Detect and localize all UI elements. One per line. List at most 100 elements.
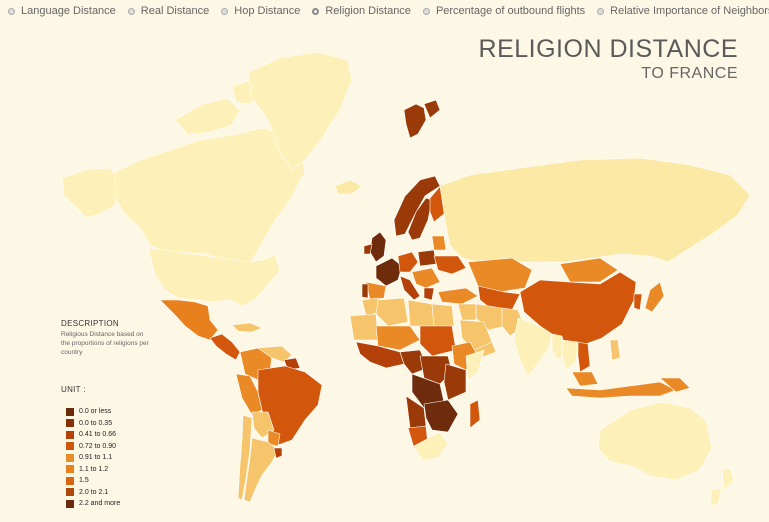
country-west-africa[interactable] [355, 341, 405, 369]
country-france[interactable] [375, 257, 403, 287]
country-chile[interactable] [237, 414, 253, 501]
country-philippines[interactable] [609, 339, 621, 361]
country-thailand-laos[interactable] [561, 339, 579, 371]
legend-label: 0.0 or less [79, 408, 112, 416]
country-india[interactable] [513, 317, 553, 377]
legend-swatch [66, 419, 74, 428]
country-ireland[interactable] [363, 243, 373, 255]
legend-label: 2.0 to 2.1 [79, 488, 109, 496]
country-greenland[interactable] [247, 51, 353, 171]
country-usa[interactable] [147, 247, 281, 307]
country-mali-niger[interactable] [375, 325, 421, 351]
country-iceland[interactable] [334, 179, 363, 195]
country-madagascar[interactable] [469, 399, 481, 429]
legend-label: 2.2 and more [79, 500, 121, 508]
radio-icon[interactable] [312, 7, 320, 15]
country-korea[interactable] [633, 293, 643, 311]
layer-option-language-distance[interactable]: Language Distance [8, 5, 116, 17]
country-ukraine[interactable] [433, 255, 467, 275]
country-japan[interactable] [644, 281, 665, 313]
country-west-sahara-mauritania[interactable] [349, 313, 379, 341]
country-argentina[interactable] [243, 437, 279, 503]
country-paraguay[interactable] [267, 429, 281, 447]
legend-item: 2.0 to 2.1 [66, 487, 120, 499]
layer-selector: Language Distance Real Distance Hop Distan… [8, 5, 769, 17]
country-canada-islands[interactable] [174, 97, 241, 136]
country-greece[interactable] [423, 287, 435, 301]
layer-option-hop-distance[interactable]: Hop Distance [221, 5, 300, 17]
title-block: RELIGION DISTANCE TO FRANCE [479, 36, 738, 83]
country-alaska[interactable] [61, 167, 119, 219]
legend-item: 0.91 to 1.1 [66, 452, 120, 464]
layer-option-real-distance[interactable]: Real Distance [127, 5, 209, 17]
country-algeria[interactable] [375, 297, 409, 327]
legend-swatch [66, 430, 74, 439]
country-venezuela[interactable] [257, 345, 293, 363]
country-zambia-mozambique[interactable] [423, 399, 459, 433]
description-text: Religious Distance based on the proporti… [61, 331, 149, 356]
legend-label: 0.41 to 0.66 [79, 431, 116, 439]
map-subtitle: TO FRANCE [641, 65, 738, 83]
region-caribbean[interactable] [231, 322, 263, 333]
country-malaysia[interactable] [571, 371, 599, 387]
layer-option-percentage-of-outbound-flights[interactable]: Percentage of outbound flights [422, 5, 586, 17]
radio-icon[interactable] [221, 7, 229, 15]
legend-label: 1.5 [79, 477, 89, 485]
country-spain[interactable] [365, 281, 387, 301]
layer-option-label: Religion Distance [325, 5, 411, 17]
country-libya[interactable] [407, 299, 435, 327]
country-south-africa[interactable] [413, 431, 449, 461]
country-turkey[interactable] [437, 287, 479, 305]
country-new-zealand[interactable] [721, 467, 735, 491]
legend-item: 0.0 or less [66, 406, 120, 418]
country-portugal[interactable] [361, 283, 369, 299]
country-svalbard[interactable] [403, 103, 427, 139]
legend: 0.0 or less 0.0 to 0.35 0.41 to 0.66 0.72 t… [66, 406, 120, 510]
unit-heading: UNIT : [61, 385, 86, 394]
legend-item: 0.72 to 0.90 [66, 441, 120, 453]
country-baltic[interactable] [431, 235, 447, 251]
layer-option-relative-importance-of-neighbors[interactable]: Relative Importance of Neighbors [597, 5, 769, 17]
country-norway[interactable] [393, 175, 441, 237]
radio-icon[interactable] [8, 7, 15, 15]
legend-swatch [66, 488, 74, 497]
country-uruguay[interactable] [273, 447, 283, 459]
country-iraq-syria[interactable] [457, 303, 477, 321]
layer-option-label: Percentage of outbound flights [435, 5, 586, 17]
country-russia[interactable] [439, 157, 751, 263]
legend-label: 0.72 to 0.90 [79, 442, 116, 450]
region-central-america[interactable] [209, 333, 241, 361]
legend-swatch [66, 499, 74, 508]
country-svalbard-2[interactable] [423, 99, 441, 119]
legend-swatch [66, 407, 74, 416]
country-mongolia[interactable] [559, 257, 619, 283]
country-balkans[interactable] [411, 267, 441, 289]
description-block: DESCRIPTION Religious Distance based on … [61, 319, 151, 357]
map-title: RELIGION DISTANCE [478, 35, 738, 63]
country-kazakhstan[interactable] [467, 257, 533, 293]
legend-item: 0.41 to 0.66 [66, 429, 120, 441]
legend-label: 1.1 to 1.2 [79, 465, 109, 473]
country-italy[interactable] [399, 275, 421, 301]
layer-option-religion-distance[interactable]: Religion Distance [312, 5, 411, 17]
country-somalia[interactable] [465, 349, 485, 381]
legend-label: 0.0 to 0.35 [79, 419, 113, 427]
country-indonesia[interactable] [565, 381, 677, 399]
radio-icon[interactable] [597, 7, 605, 15]
radio-icon[interactable] [127, 7, 135, 15]
country-poland[interactable] [417, 249, 437, 267]
country-chad-sudan[interactable] [419, 325, 457, 357]
country-germany[interactable] [397, 251, 419, 273]
country-brazil[interactable] [257, 365, 323, 446]
radio-icon[interactable] [422, 7, 430, 15]
country-australia[interactable] [597, 401, 713, 481]
country-egypt[interactable] [431, 303, 455, 327]
country-kenya-tanzania[interactable] [443, 363, 467, 401]
country-mexico[interactable] [159, 299, 219, 341]
country-canada[interactable] [114, 127, 306, 266]
country-uk[interactable] [369, 231, 387, 263]
country-new-zealand-2[interactable] [709, 487, 723, 507]
country-papua[interactable] [659, 377, 691, 393]
country-vietnam[interactable] [577, 341, 591, 373]
